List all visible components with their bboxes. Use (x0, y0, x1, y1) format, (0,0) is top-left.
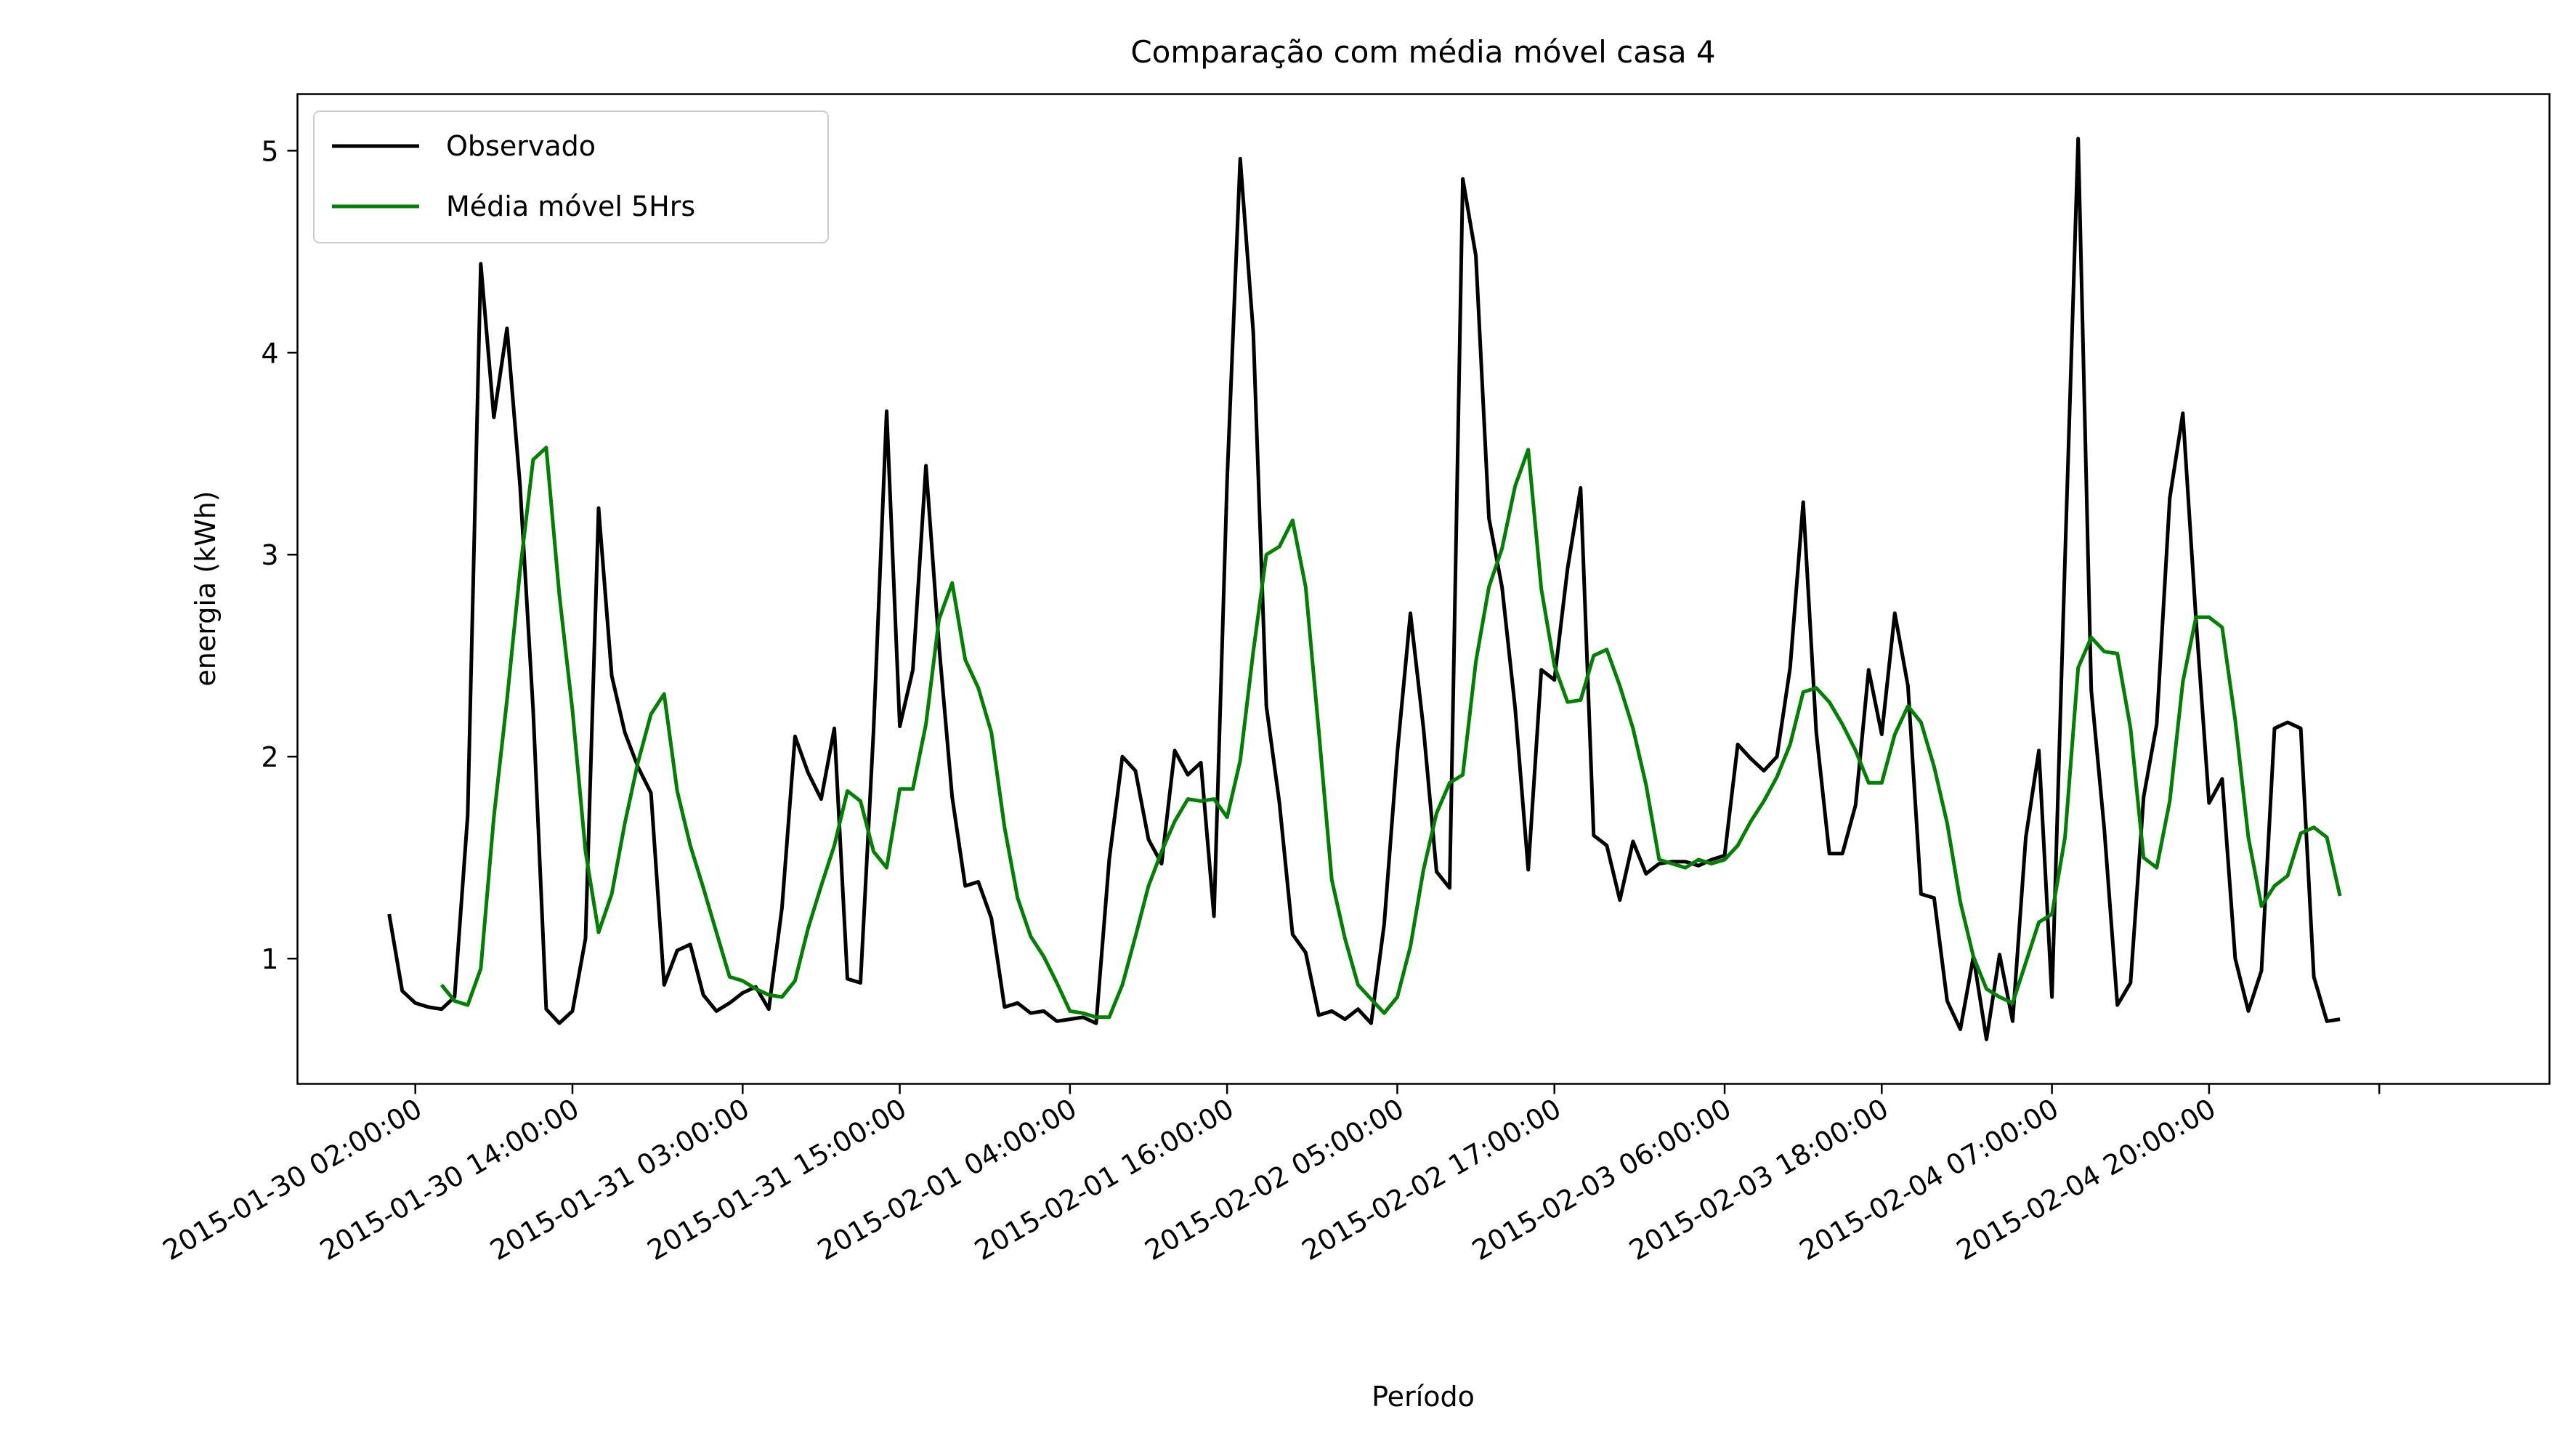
y-tick-label: 1 (261, 943, 278, 975)
y-tick-label: 5 (261, 135, 278, 167)
legend: Observado Média móvel 5Hrs (313, 110, 829, 243)
x-axis-label: Período (1372, 1381, 1475, 1413)
plot-frame (296, 93, 2551, 1085)
legend-observado-label: Observado (446, 130, 596, 162)
legend-media-label: Média móvel 5Hrs (446, 190, 695, 222)
y-tick-label: 2 (261, 741, 278, 773)
y-tick-label: 4 (261, 337, 278, 369)
y-axis-label: energia (kWh) (190, 491, 222, 686)
y-axis: 1 2 3 4 5 (261, 135, 298, 975)
chart-title: Comparação com média móvel casa 4 (1130, 34, 1715, 70)
series-line-media-movel (440, 445, 2342, 1020)
plot-area (387, 137, 2342, 1041)
y-tick-label: 3 (261, 539, 278, 571)
legend-box (313, 110, 829, 243)
